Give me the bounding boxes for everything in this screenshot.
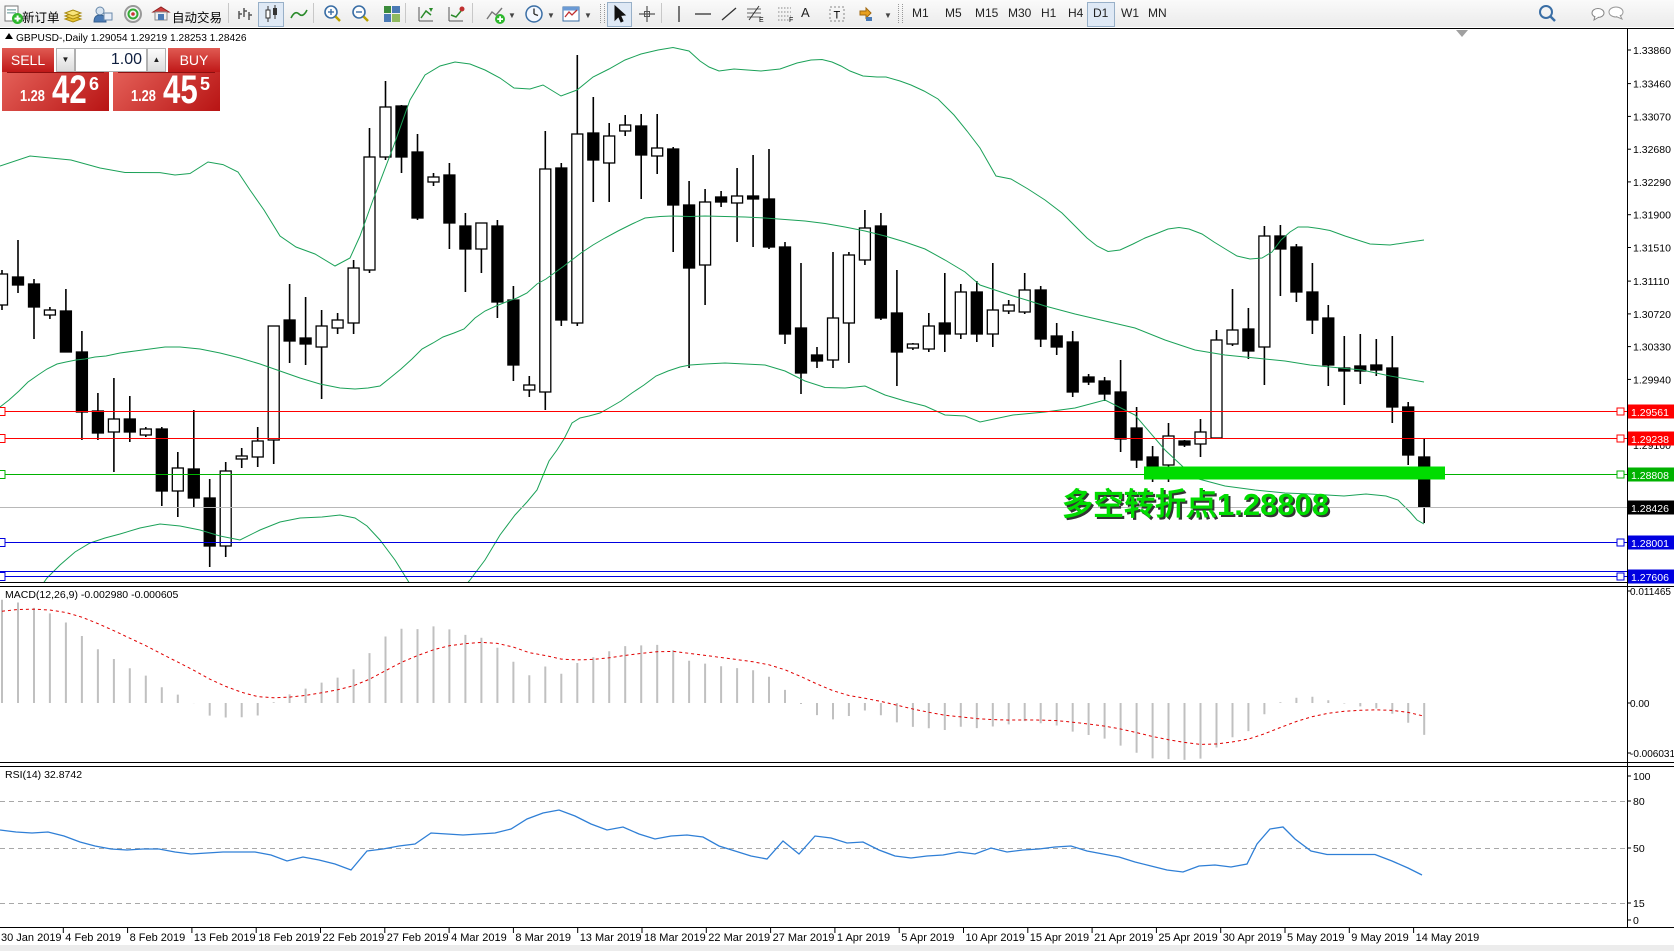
svg-text:30 Jan 2019: 30 Jan 2019 [1,932,62,944]
svg-text:1.30330: 1.30330 [1633,342,1671,354]
svg-text:8 Mar 2019: 8 Mar 2019 [515,932,571,944]
svg-text:1 Apr 2019: 1 Apr 2019 [837,932,890,944]
svg-text:-0.006031: -0.006031 [1630,749,1674,760]
svg-text:22 Mar 2019: 22 Mar 2019 [708,932,770,944]
svg-text:27 Feb 2019: 27 Feb 2019 [387,932,449,944]
svg-text:1.28808: 1.28808 [1631,470,1669,482]
svg-text:1.29940: 1.29940 [1633,374,1671,386]
svg-text:1.32290: 1.32290 [1633,177,1671,189]
svg-text:10 Apr 2019: 10 Apr 2019 [966,932,1025,944]
svg-text:22 Feb 2019: 22 Feb 2019 [323,932,385,944]
svg-text:9 May 2019: 9 May 2019 [1351,932,1408,944]
svg-text:5 Apr 2019: 5 Apr 2019 [901,932,954,944]
svg-text:MACD(12,26,9) -0.002980 -0.000: MACD(12,26,9) -0.002980 -0.000605 [5,589,179,601]
svg-text:100: 100 [1633,771,1651,783]
svg-text:RSI(14) 32.8742: RSI(14) 32.8742 [5,769,82,781]
svg-text:1.27606: 1.27606 [1631,572,1669,584]
svg-text:18 Mar 2019: 18 Mar 2019 [644,932,706,944]
svg-text:30 Apr 2019: 30 Apr 2019 [1223,932,1282,944]
svg-text:18 Feb 2019: 18 Feb 2019 [258,932,320,944]
svg-text:0.00: 0.00 [1630,699,1650,710]
svg-text:14 May 2019: 14 May 2019 [1416,932,1480,944]
svg-text:25 Apr 2019: 25 Apr 2019 [1158,932,1217,944]
svg-text:13 Mar 2019: 13 Mar 2019 [580,932,642,944]
svg-text:8 Feb 2019: 8 Feb 2019 [130,932,186,944]
svg-text:1.28001: 1.28001 [1631,538,1669,550]
svg-text:1.31900: 1.31900 [1633,210,1671,222]
svg-text:E: E [759,17,764,24]
svg-text:80: 80 [1633,796,1645,808]
svg-text:1.28426: 1.28426 [1631,503,1669,515]
svg-text:GBPUSD-,Daily 1.29054 1.29219: GBPUSD-,Daily 1.29054 1.29219 1.28253 1.… [16,33,247,44]
svg-text:多空转折点1.28808: 多空转折点1.28808 [1064,489,1331,524]
svg-text:1.29238: 1.29238 [1631,434,1669,446]
svg-text:13 Feb 2019: 13 Feb 2019 [194,932,256,944]
svg-text:15 Apr 2019: 15 Apr 2019 [1030,932,1089,944]
svg-text:1.30720: 1.30720 [1633,309,1671,321]
svg-text:1.33460: 1.33460 [1633,79,1671,91]
svg-text:15: 15 [1633,898,1645,910]
svg-text:0.011465: 0.011465 [1630,587,1671,598]
svg-text:1.33860: 1.33860 [1633,45,1671,57]
svg-text:1.31510: 1.31510 [1633,243,1671,255]
svg-text:21 Apr 2019: 21 Apr 2019 [1094,932,1153,944]
svg-text:1.29561: 1.29561 [1631,407,1669,419]
svg-text:27 Mar 2019: 27 Mar 2019 [773,932,835,944]
svg-text:50: 50 [1633,843,1645,855]
svg-text:1.31110: 1.31110 [1633,276,1670,288]
svg-text:多空转折点1.28808: 多空转折点1.28808 [1062,487,1329,522]
svg-text:1.32680: 1.32680 [1633,144,1671,156]
svg-text:4 Feb 2019: 4 Feb 2019 [65,932,121,944]
svg-text:T: T [834,10,841,22]
svg-text:F: F [789,17,793,24]
svg-text:0: 0 [1633,915,1639,927]
svg-text:5 May 2019: 5 May 2019 [1287,932,1344,944]
svg-text:1.33070: 1.33070 [1633,111,1671,123]
svg-text:4 Mar 2019: 4 Mar 2019 [451,932,507,944]
